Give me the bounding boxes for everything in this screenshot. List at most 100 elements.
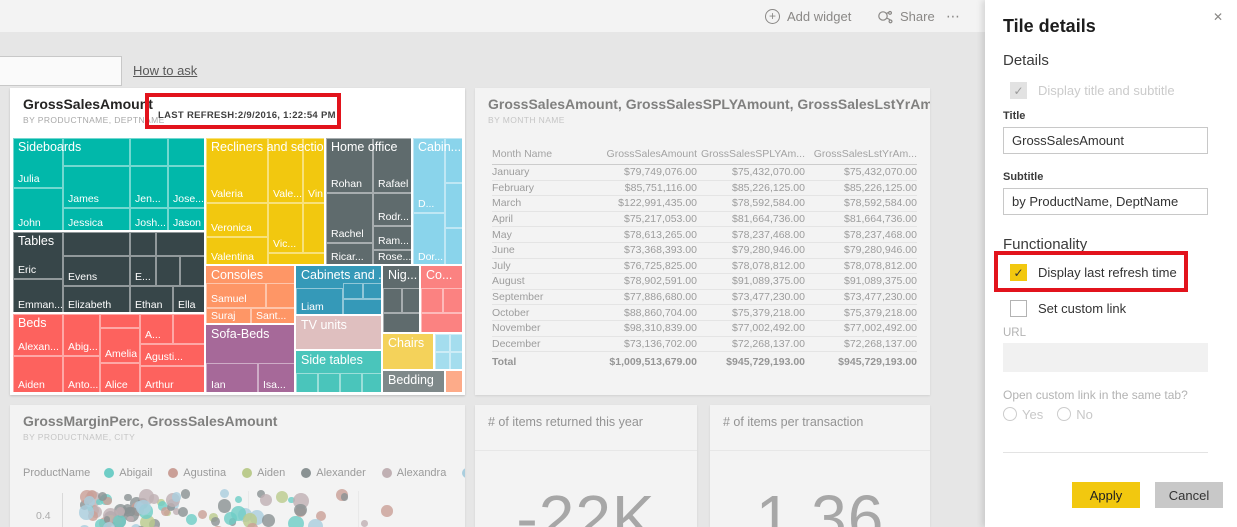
- treemap-cell[interactable]: Rodr...: [373, 193, 413, 226]
- legend-item[interactable]: Agustina: [168, 467, 226, 479]
- treemap-cell[interactable]: [363, 283, 383, 299]
- treemap-group[interactable]: Sideboards Julia John James Jessica Jen... Jos…: [12, 137, 206, 232]
- treemap-cell[interactable]: E...: [130, 256, 156, 286]
- treemap-cell[interactable]: Vale...: [268, 138, 303, 203]
- qa-question-input[interactable]: [0, 56, 122, 86]
- treemap-cell[interactable]: Ian: [206, 363, 258, 394]
- treemap-group[interactable]: Sofa-Beds Ian Isa...: [205, 324, 296, 394]
- legend-item[interactable]: Alice: [462, 467, 465, 479]
- treemap-cell[interactable]: [383, 288, 402, 313]
- treemap-group[interactable]: Home office Rohan Rafael Rachel Ricar... Rodr…: [325, 137, 413, 266]
- subtitle-input[interactable]: [1003, 188, 1208, 215]
- more-options-button[interactable]: ⋯: [946, 0, 962, 32]
- treemap-cell[interactable]: [130, 138, 168, 166]
- treemap-group[interactable]: [445, 370, 463, 393]
- treemap-cell[interactable]: [130, 232, 156, 256]
- treemap-cell[interactable]: [318, 373, 340, 394]
- treemap-cell[interactable]: [266, 283, 296, 308]
- treemap-cell[interactable]: [180, 256, 206, 286]
- legend-item[interactable]: Alexander: [301, 467, 366, 479]
- tile-items-returned-card[interactable]: # of items returned this year -22K: [475, 405, 697, 527]
- treemap-cell[interactable]: [343, 283, 363, 299]
- treemap-cell[interactable]: [445, 138, 464, 183]
- treemap-cell[interactable]: Evens: [63, 256, 130, 286]
- apply-button[interactable]: Apply: [1072, 482, 1140, 508]
- treemap-group[interactable]: Recliners and sectio... Valeria Vale... Vin…: [205, 137, 328, 266]
- legend-item[interactable]: Alexandra: [381, 467, 446, 479]
- close-icon[interactable]: ✕: [1212, 10, 1223, 24]
- treemap-cell[interactable]: Liam: [296, 288, 343, 316]
- treemap-cell[interactable]: John: [13, 188, 63, 232]
- treemap-cell[interactable]: Jen...: [130, 166, 168, 208]
- treemap-cell[interactable]: Veronica: [206, 203, 268, 237]
- treemap-cell[interactable]: Sant...: [251, 308, 296, 325]
- treemap-cell[interactable]: Rose...: [373, 250, 413, 266]
- treemap-cell[interactable]: Dor...: [413, 213, 445, 266]
- treemap-cell[interactable]: Valeria: [206, 138, 268, 203]
- treemap-cell[interactable]: [296, 373, 318, 394]
- treemap-cell[interactable]: Jason: [168, 208, 206, 232]
- tile-treemap-gross-sales[interactable]: GrossSalesAmount BY PRODUCTNAME, DEPTNAM…: [10, 88, 465, 395]
- treemap-cell[interactable]: Aiden: [13, 356, 63, 394]
- treemap-cell[interactable]: [443, 288, 464, 313]
- treemap-cell[interactable]: Vic...: [268, 203, 303, 253]
- treemap-cell[interactable]: Suraj: [206, 308, 251, 325]
- treemap-cell[interactable]: [445, 228, 464, 266]
- treemap-cell[interactable]: Ethan: [130, 286, 173, 314]
- title-input[interactable]: [1003, 127, 1208, 154]
- treemap-cell[interactable]: Elizabeth: [63, 286, 130, 314]
- treemap-cell[interactable]: [362, 373, 383, 394]
- treemap-group[interactable]: Side tables: [295, 350, 383, 394]
- treemap-cell[interactable]: Samuel: [206, 283, 266, 308]
- treemap-cell[interactable]: Ram...: [373, 226, 413, 250]
- treemap-cell[interactable]: [450, 334, 464, 352]
- treemap-group[interactable]: Co...: [420, 265, 464, 334]
- treemap-cell[interactable]: [156, 232, 206, 256]
- treemap-cell[interactable]: [168, 138, 206, 166]
- treemap-cell[interactable]: Jessica: [63, 208, 130, 232]
- treemap-group[interactable]: Chairs: [382, 333, 434, 370]
- treemap-cell[interactable]: [303, 203, 326, 253]
- treemap-cell[interactable]: [173, 314, 206, 344]
- treemap-group[interactable]: Cabin... D... Dor...: [412, 137, 464, 266]
- treemap-cell[interactable]: Rohan: [326, 138, 373, 193]
- treemap-cell[interactable]: [156, 256, 180, 286]
- tile-sales-table[interactable]: GrossSalesAmount, GrossSalesSPLYAmount, …: [475, 88, 930, 395]
- cancel-button[interactable]: Cancel: [1155, 482, 1223, 508]
- treemap-cell[interactable]: [100, 314, 140, 328]
- treemap-cell[interactable]: Agusti...: [140, 344, 206, 366]
- treemap-group[interactable]: [434, 333, 464, 371]
- treemap-cell[interactable]: [450, 352, 464, 371]
- treemap-cell[interactable]: A...: [140, 314, 173, 344]
- treemap-cell[interactable]: [402, 288, 421, 313]
- treemap-cell[interactable]: Amelia: [100, 328, 140, 363]
- treemap-cell[interactable]: Alice: [100, 363, 140, 394]
- share-button[interactable]: Share: [877, 0, 935, 32]
- treemap-cell[interactable]: [340, 373, 362, 394]
- treemap-cell[interactable]: Emman...: [13, 279, 63, 314]
- treemap-group[interactable]: Beds Alexan... Aiden Abig... Anto... Amelia Al…: [12, 313, 206, 394]
- treemap-group[interactable]: Consoles Samuel Suraj Sant...: [205, 265, 296, 325]
- set-custom-link-checkbox[interactable]: [1010, 300, 1027, 317]
- treemap-cell[interactable]: Julia: [13, 138, 63, 188]
- legend-item[interactable]: Abigail: [104, 467, 152, 479]
- add-widget-button[interactable]: + Add widget: [765, 0, 851, 32]
- treemap-cell[interactable]: Ella: [173, 286, 206, 314]
- treemap-cell[interactable]: Ricar...: [326, 243, 373, 266]
- treemap-cell[interactable]: [421, 288, 443, 313]
- treemap-cell[interactable]: Josh...: [130, 208, 168, 232]
- treemap-group[interactable]: Tables Eric Emman... Evens Elizabeth E... Etha…: [12, 231, 206, 314]
- treemap-cell[interactable]: James: [63, 166, 130, 208]
- treemap-cell[interactable]: [435, 334, 450, 352]
- treemap-cell[interactable]: [421, 313, 464, 334]
- treemap-cell[interactable]: [63, 232, 130, 256]
- treemap-cell[interactable]: [383, 313, 421, 334]
- treemap-cell[interactable]: Eric: [13, 232, 63, 279]
- treemap-cell[interactable]: [343, 299, 383, 316]
- treemap-cell[interactable]: Anto...: [63, 356, 100, 394]
- treemap-cell[interactable]: Abig...: [63, 314, 100, 356]
- treemap-cell[interactable]: Jose...: [168, 166, 206, 208]
- treemap-group[interactable]: Nig...: [382, 265, 421, 334]
- treemap-cell[interactable]: Rachel: [326, 193, 373, 243]
- tile-items-per-transaction-card[interactable]: # of items per transaction 1.36: [710, 405, 930, 527]
